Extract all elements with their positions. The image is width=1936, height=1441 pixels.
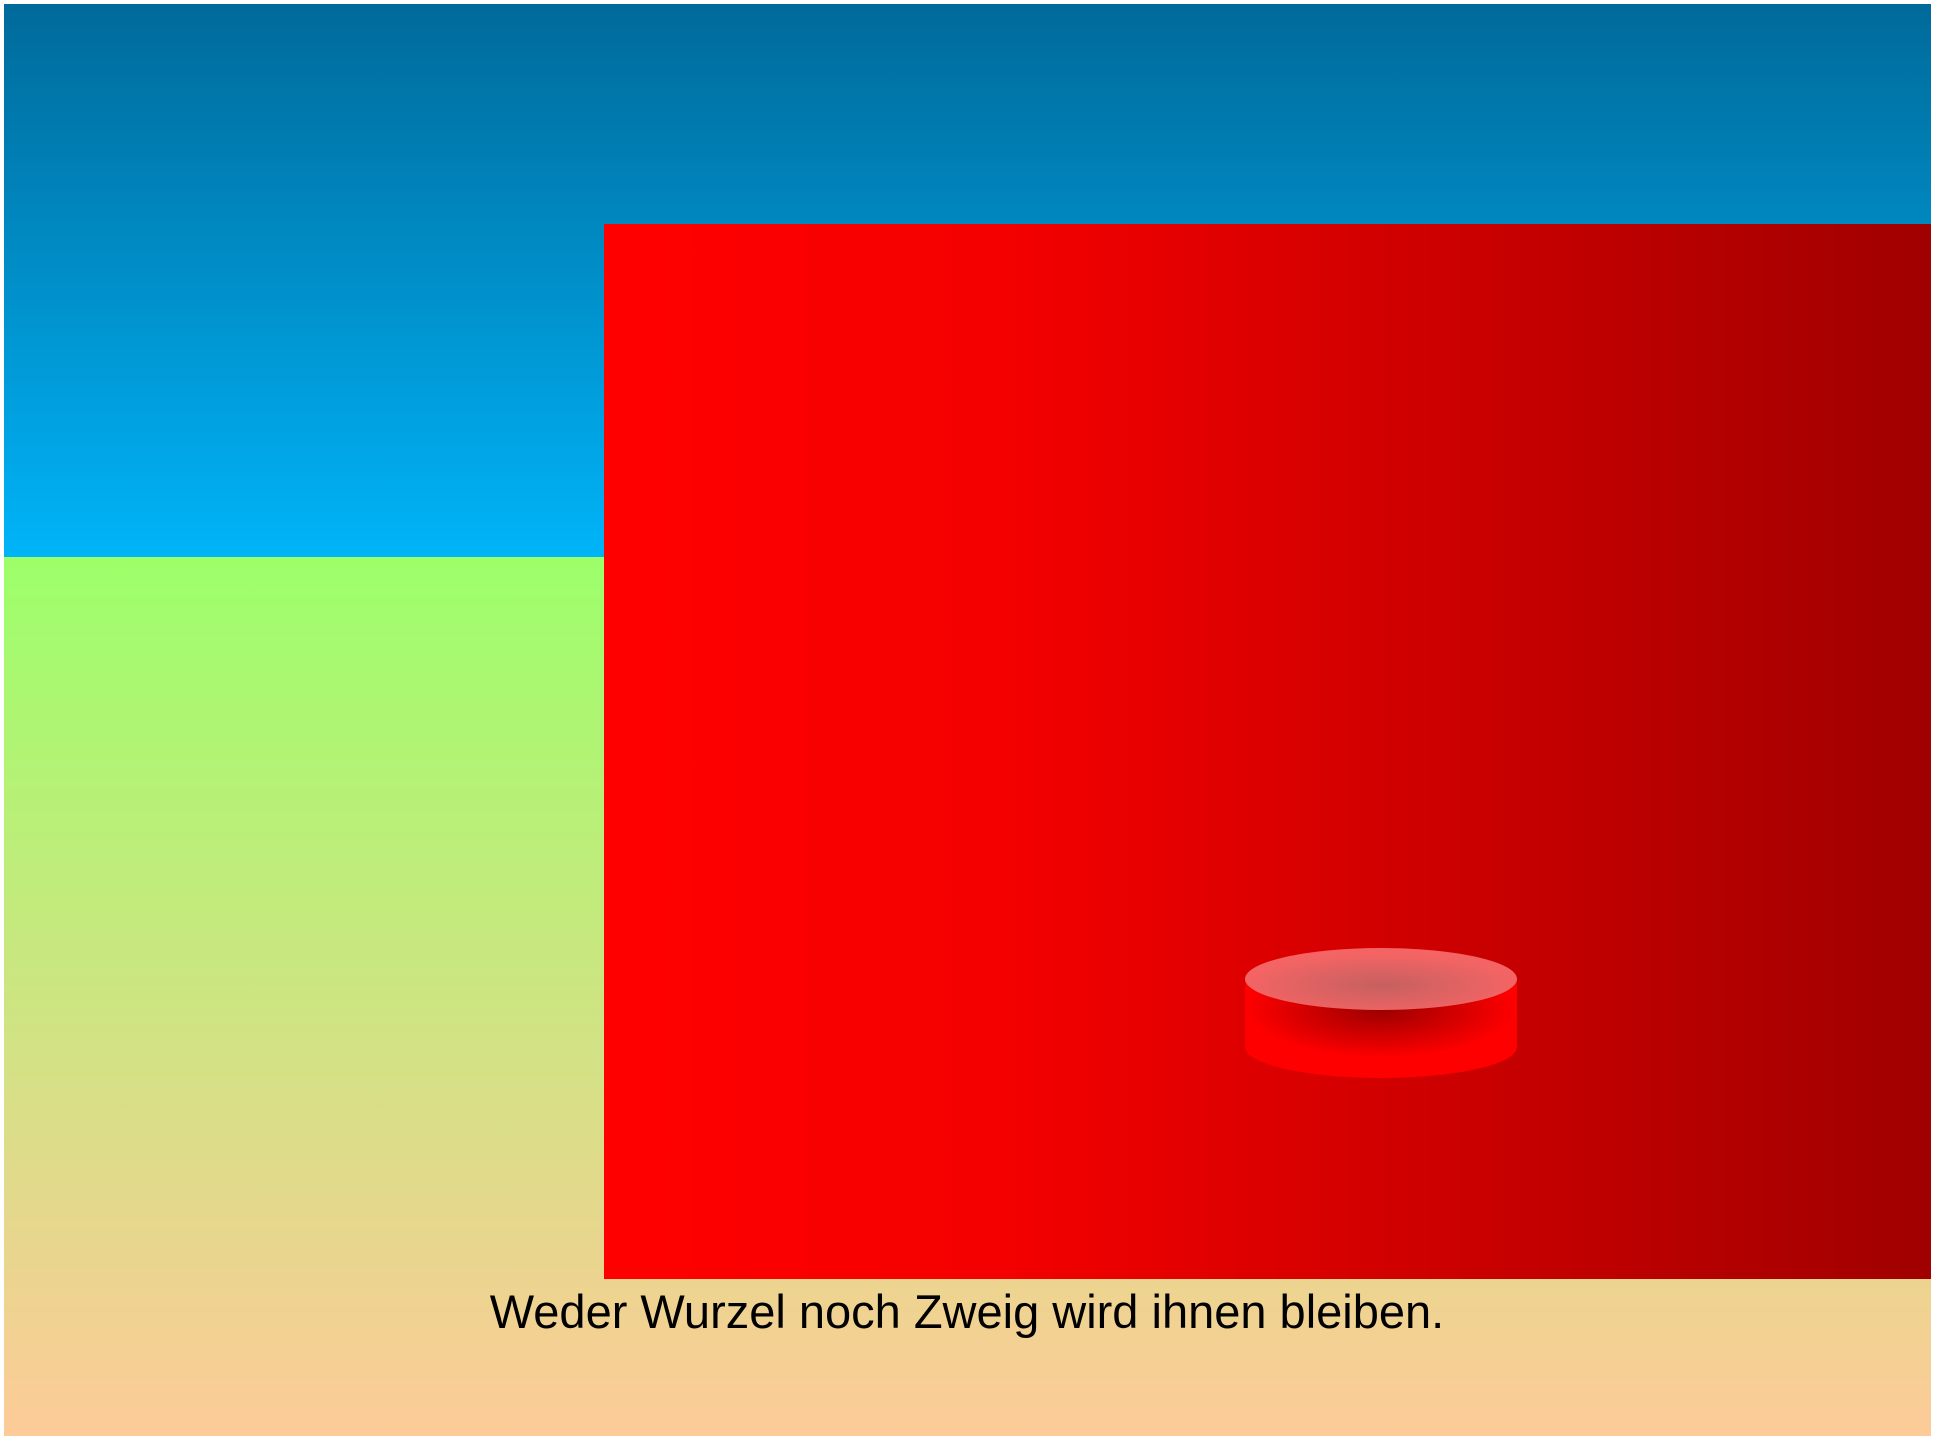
- cylinder: [1245, 948, 1517, 1078]
- cylinder-top: [1245, 948, 1517, 1010]
- caption: Weder Wurzel noch Zweig wird ihnen bleib…: [490, 1285, 1444, 1338]
- red-panel: [604, 224, 1931, 1279]
- page: Weder Wurzel noch Zweig wird ihnen bleib…: [0, 0, 1936, 1441]
- slide: Weder Wurzel noch Zweig wird ihnen bleib…: [0, 0, 1936, 1441]
